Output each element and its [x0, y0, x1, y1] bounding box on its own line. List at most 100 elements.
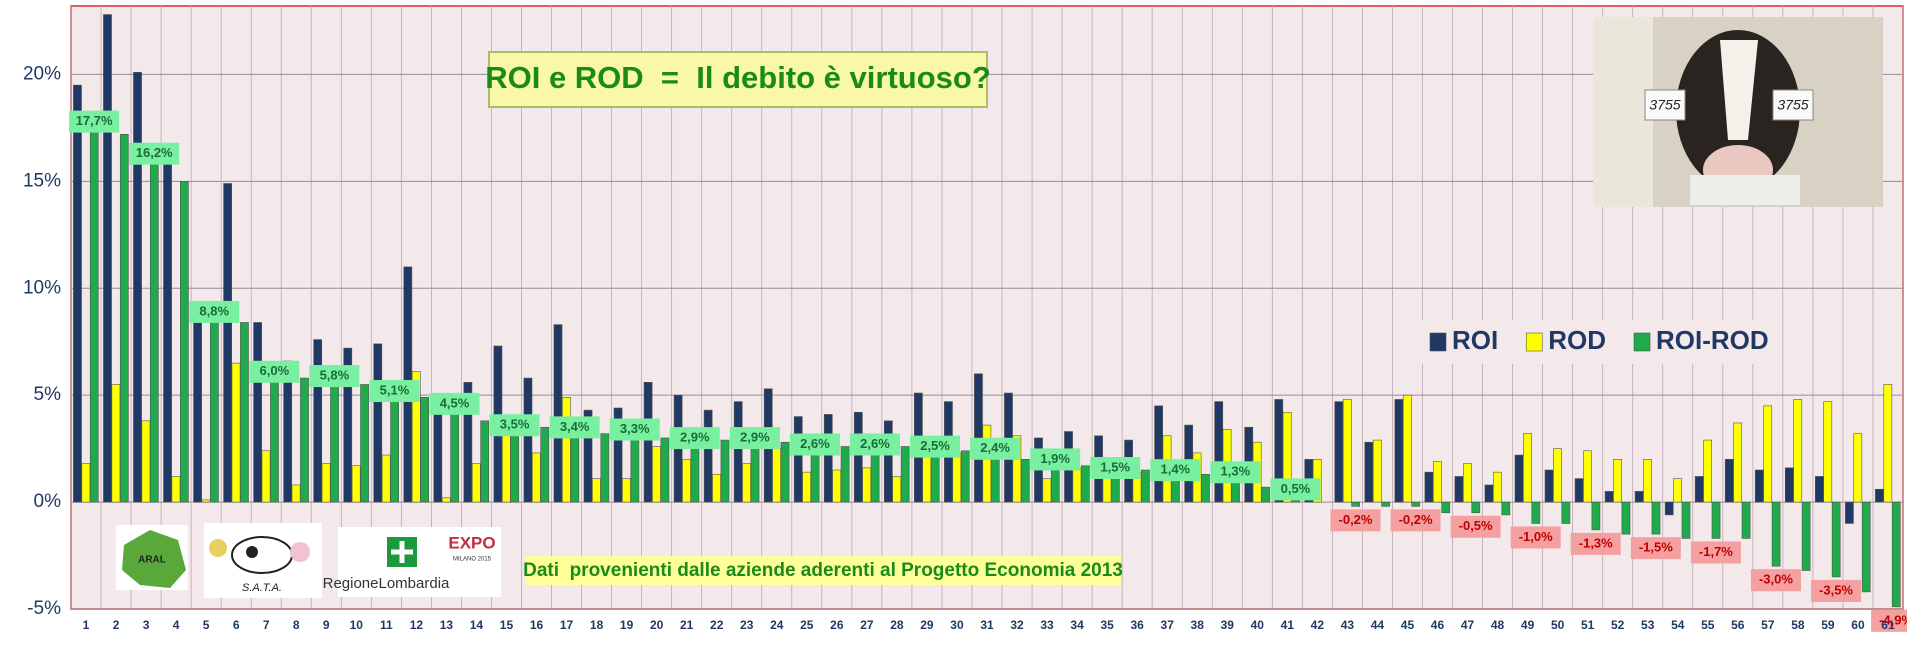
- x-tick-label: 14: [470, 618, 484, 632]
- data-label: -3,0%: [1759, 572, 1793, 587]
- x-tick-label: 27: [860, 618, 874, 632]
- bar: [1884, 384, 1892, 502]
- bar: [592, 479, 600, 503]
- x-tick-label: 17: [560, 618, 574, 632]
- footnote: Dati provenienti dalle aziende aderenti …: [523, 560, 1123, 581]
- bar: [352, 466, 360, 502]
- x-tick-label: 52: [1611, 618, 1625, 632]
- bar: [1845, 502, 1853, 523]
- bar: [1802, 502, 1810, 570]
- bar: [1562, 502, 1570, 523]
- bar: [824, 414, 832, 502]
- bar: [1635, 491, 1643, 502]
- x-tick-label: 30: [950, 618, 964, 632]
- bar: [1695, 476, 1703, 502]
- bar: [1605, 491, 1613, 502]
- data-label: 1,5%: [1100, 459, 1130, 474]
- bar: [1373, 440, 1381, 502]
- bar: [1785, 468, 1793, 502]
- bar: [1493, 472, 1501, 502]
- bar: [1433, 461, 1441, 502]
- x-tick-label: 32: [1010, 618, 1024, 632]
- bar: [863, 468, 871, 502]
- bar: [1862, 502, 1870, 592]
- bar: [1382, 502, 1390, 506]
- bar: [421, 397, 429, 502]
- x-tick-label: 53: [1641, 618, 1655, 632]
- logo-shape: [232, 537, 292, 573]
- x-tick-label: 36: [1130, 618, 1144, 632]
- bar: [1352, 502, 1360, 506]
- bar: [240, 322, 248, 502]
- bar: [1592, 502, 1600, 530]
- x-tick-label: 28: [890, 618, 904, 632]
- logo-text: S.A.T.A.: [242, 582, 282, 594]
- bar: [112, 384, 120, 502]
- bar: [532, 453, 540, 502]
- bar: [1652, 502, 1660, 534]
- bar: [511, 427, 519, 502]
- bar: [120, 134, 128, 502]
- x-tick-label: 41: [1281, 618, 1295, 632]
- bar: [734, 402, 742, 503]
- bar: [622, 479, 630, 503]
- bar: [1043, 479, 1051, 503]
- x-tick-label: 11: [380, 618, 393, 632]
- data-label: 1,3%: [1221, 464, 1251, 479]
- bar: [1395, 399, 1403, 502]
- x-tick-label: 45: [1401, 618, 1415, 632]
- x-tick-label: 46: [1431, 618, 1445, 632]
- x-tick-label: 56: [1731, 618, 1745, 632]
- bar: [1665, 502, 1673, 515]
- bar: [322, 464, 330, 502]
- bar: [361, 384, 369, 502]
- bar: [1155, 406, 1163, 502]
- bar: [1463, 464, 1471, 502]
- bar: [434, 402, 442, 503]
- bar: [1742, 502, 1750, 538]
- bar: [1875, 489, 1883, 502]
- bar: [601, 434, 609, 502]
- data-label: 17,7%: [76, 113, 113, 128]
- x-tick-label: 35: [1100, 618, 1114, 632]
- bar: [1472, 502, 1480, 513]
- x-tick-label: 40: [1251, 618, 1265, 632]
- bar: [1755, 470, 1763, 502]
- bar: [854, 412, 862, 502]
- bar: [1794, 399, 1802, 502]
- x-tick-label: 4: [173, 618, 180, 632]
- bar: [1261, 487, 1269, 502]
- bar: [541, 427, 549, 502]
- bar: [292, 485, 300, 502]
- bar: [713, 474, 721, 502]
- x-tick-label: 34: [1070, 618, 1084, 632]
- bar: [1021, 459, 1029, 502]
- bar: [1425, 472, 1433, 502]
- bar: [1343, 399, 1351, 502]
- bar: [481, 421, 489, 502]
- x-tick-label: 29: [920, 618, 934, 632]
- logo-text: RegioneLombardia: [323, 575, 450, 592]
- bar: [1545, 470, 1553, 502]
- x-tick-label: 60: [1851, 618, 1865, 632]
- bar: [202, 500, 210, 502]
- bar: [751, 440, 759, 502]
- bar: [442, 498, 450, 502]
- bar: [961, 451, 969, 502]
- logo-shape: [209, 539, 227, 557]
- data-label: 16,2%: [136, 145, 173, 160]
- bar: [901, 446, 909, 502]
- bar: [1824, 402, 1832, 503]
- data-label: -1,3%: [1579, 535, 1613, 550]
- legend-label: ROI-ROD: [1656, 325, 1769, 355]
- bar: [1201, 474, 1209, 502]
- bar: [983, 425, 991, 502]
- bar: [652, 446, 660, 502]
- bar: [391, 393, 399, 502]
- data-label: 3,3%: [620, 421, 650, 436]
- data-label: 3,4%: [560, 419, 590, 434]
- data-label: 6,0%: [260, 363, 290, 378]
- bar: [893, 476, 901, 502]
- logo-shape: [246, 546, 258, 558]
- bar: [743, 464, 751, 502]
